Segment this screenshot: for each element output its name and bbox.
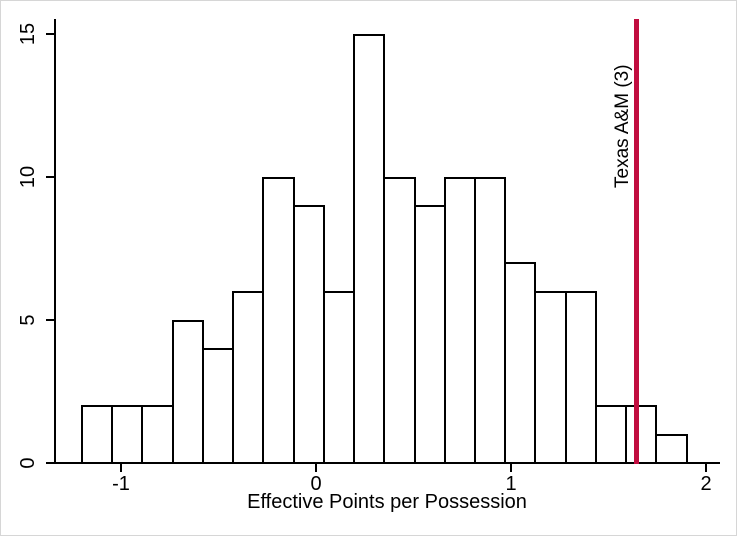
y-tick [46,33,54,35]
histogram-bar [202,348,234,464]
histogram-bar [232,291,264,464]
histogram-bar [655,434,688,464]
x-tick-label: 1 [505,473,517,495]
histogram-bar [625,405,657,464]
y-tick-label: 15 [17,22,39,46]
x-tick-label: 0 [310,473,322,495]
x-tick [120,464,122,472]
x-tick-label: 2 [700,473,712,495]
y-tick-label: 0 [17,457,39,469]
histogram-bar [444,177,476,464]
y-tick-label: 5 [17,314,39,326]
x-tick [510,464,512,472]
histogram-bar [293,205,325,464]
histogram-bar [565,291,597,464]
x-tick-label: -1 [112,473,130,495]
x-tick [705,464,707,472]
y-tick [46,319,54,321]
histogram-bar [141,405,174,464]
histogram-bar [474,177,506,464]
histogram-bar [534,291,567,464]
reference-line-label: Texas A&M (3) [612,64,633,188]
y-tick [46,176,54,178]
histogram-bar [504,262,536,464]
histogram-bar [595,405,627,464]
y-tick [46,462,54,464]
histogram-bar [172,320,204,464]
histogram-bar [414,205,446,464]
histogram-bar [353,34,385,464]
x-axis-title: Effective Points per Possession [247,491,527,513]
reference-line [634,19,639,464]
y-tick-label: 10 [17,165,39,189]
histogram-bar [383,177,416,464]
histogram-bar [323,291,355,464]
x-tick [315,464,317,472]
histogram-bar [111,405,143,464]
histogram-bar [81,405,113,464]
y-axis [54,19,56,464]
histogram-bar [262,177,295,464]
